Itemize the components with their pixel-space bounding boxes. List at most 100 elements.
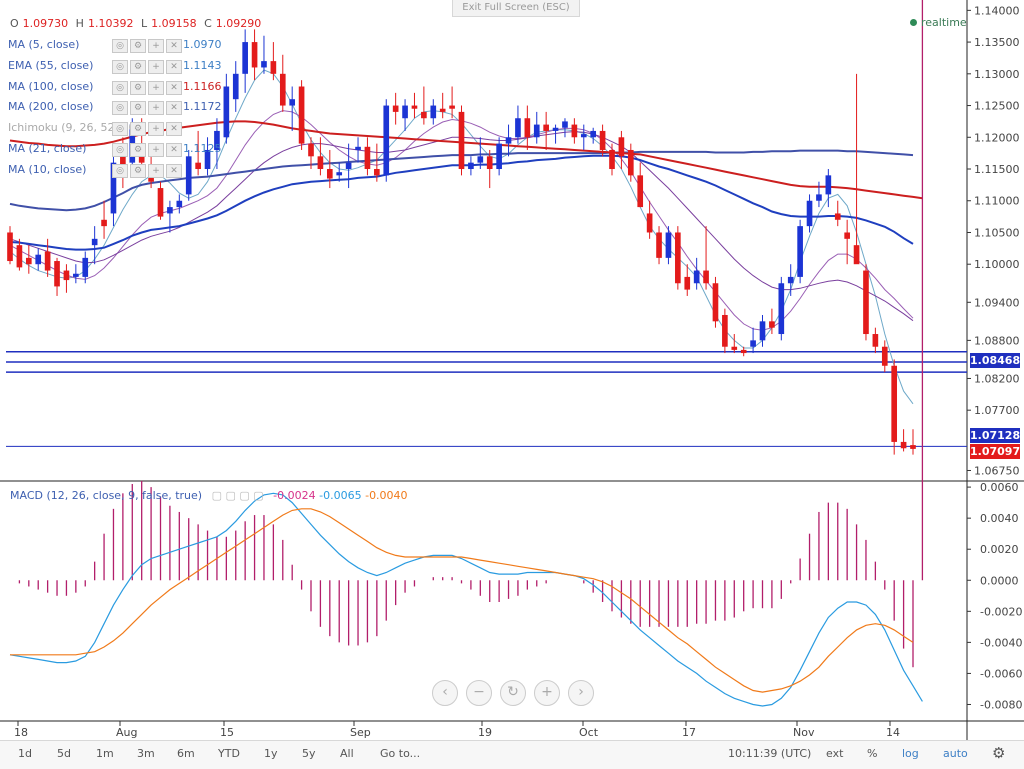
indicator-control-icon[interactable]: ✕ xyxy=(166,39,182,53)
log-toggle[interactable]: log xyxy=(902,747,919,760)
indicator-control-icon[interactable]: ◎ xyxy=(112,163,128,178)
percent-toggle[interactable]: % xyxy=(867,747,878,760)
indicator-control-icon[interactable]: + xyxy=(148,59,164,74)
indicator-control-icon[interactable]: ⚙ xyxy=(130,59,146,74)
candle-body xyxy=(421,111,427,119)
indicator-control-icon[interactable]: ⚙ xyxy=(130,163,146,178)
candle-body xyxy=(298,86,305,144)
candle-body xyxy=(82,257,89,277)
range-button-6m[interactable]: 6m xyxy=(177,747,195,760)
indicator-control-icon[interactable]: ⚙ xyxy=(130,80,146,95)
indicator-control-icon[interactable]: + xyxy=(148,122,164,137)
price-tick-label: 1.08800 xyxy=(974,334,1020,347)
candle-body xyxy=(759,321,766,341)
indicator-control-icon[interactable]: + xyxy=(148,39,164,53)
indicator-name: MA (100, close) xyxy=(8,79,94,93)
indicator-control-icon[interactable]: ✕ xyxy=(166,80,182,95)
indicator-row[interactable]: Ichimoku (9, 26, 52, 26) ◎ ⚙ + ✕ xyxy=(8,120,182,137)
candle-body xyxy=(289,99,296,106)
range-button-all[interactable]: All xyxy=(340,747,354,760)
zoom-in-icon[interactable]: + xyxy=(534,680,560,706)
range-button-5y[interactable]: 5y xyxy=(302,747,316,760)
indicator-controls[interactable]: ◎ ⚙ + ✕ xyxy=(112,39,182,53)
settings-gear-icon[interactable]: ⚙ xyxy=(992,744,1006,762)
indicator-control-icon[interactable]: ◎ xyxy=(112,59,128,74)
range-button-5d[interactable]: 5d xyxy=(57,747,71,760)
candle-body xyxy=(449,105,455,109)
candle-body xyxy=(580,134,587,138)
indicator-control-icon[interactable]: ✕ xyxy=(166,59,182,74)
candle-body xyxy=(458,111,465,170)
exit-fullscreen-button[interactable]: Exit Full Screen (ESC) xyxy=(452,0,580,17)
indicator-controls[interactable]: ◎ ⚙ + ✕ xyxy=(112,143,182,157)
indicator-control-icon[interactable]: ✕ xyxy=(166,143,182,157)
indicator-control-icon[interactable]: + xyxy=(148,143,164,157)
candle-body xyxy=(787,276,794,284)
zoom-out-icon[interactable]: − xyxy=(466,680,492,706)
clock: 10:11:39 (UTC) xyxy=(728,747,812,760)
indicator-controls[interactable]: ◎ ⚙ + ✕ xyxy=(112,122,182,137)
indicator-control-icon[interactable]: ◎ xyxy=(112,39,128,53)
indicator-row[interactable]: MA (200, close) ◎ ⚙ + ✕ 1.1172 xyxy=(8,99,222,116)
candle-body xyxy=(844,232,850,239)
price-tick-label: 1.06750 xyxy=(974,464,1020,477)
range-button-1y[interactable]: 1y xyxy=(264,747,278,760)
ohlc-low-label: L xyxy=(140,17,148,30)
price-tick-label: 1.11500 xyxy=(974,163,1020,176)
candle-body xyxy=(881,346,888,366)
indicator-control-icon[interactable]: ◎ xyxy=(112,101,128,116)
candle-body xyxy=(270,61,277,74)
indicator-control-icon[interactable]: ✕ xyxy=(166,163,182,178)
candle-body xyxy=(120,156,126,170)
indicator-name: MA (10, close) xyxy=(8,162,87,176)
indicator-control-icon[interactable]: ◎ xyxy=(112,122,128,137)
macd-signal-value: -0.0040 xyxy=(365,489,408,502)
candle-body xyxy=(486,156,493,170)
ohlc-open-label: O xyxy=(10,17,19,30)
ext-toggle[interactable]: ext xyxy=(826,747,844,760)
candle-body xyxy=(204,149,211,170)
indicator-controls[interactable]: ◎ ⚙ + ✕ xyxy=(112,80,182,95)
candle-body xyxy=(185,156,192,195)
indicator-control-icon[interactable]: ⚙ xyxy=(130,101,146,116)
macd-tick-label: -0.0040 xyxy=(980,636,1022,649)
indicator-controls[interactable]: ◎ ⚙ + ✕ xyxy=(112,101,182,116)
indicator-row[interactable]: EMA (55, close) ◎ ⚙ + ✕ 1.1143 xyxy=(8,58,222,74)
range-button-1m[interactable]: 1m xyxy=(96,747,114,760)
candle-body xyxy=(176,200,183,208)
indicator-control-icon[interactable]: ◎ xyxy=(112,80,128,95)
indicator-row[interactable]: MA (21, close) ◎ ⚙ + ✕ 1.1125 xyxy=(8,141,222,157)
indicator-control-icon[interactable]: ✕ xyxy=(166,122,182,137)
indicator-row[interactable]: MA (5, close) ◎ ⚙ + ✕ 1.0970 xyxy=(8,37,222,53)
range-button-1d[interactable]: 1d xyxy=(18,747,32,760)
range-button-3m[interactable]: 3m xyxy=(137,747,155,760)
candle-body xyxy=(646,213,653,233)
scroll-right-icon[interactable]: › xyxy=(568,680,594,706)
indicator-row[interactable]: MA (10, close) ◎ ⚙ + ✕ xyxy=(8,162,182,178)
indicator-control-icon[interactable]: + xyxy=(148,101,164,116)
reset-icon[interactable]: ↻ xyxy=(500,680,526,706)
indicator-control-icon[interactable]: + xyxy=(148,163,164,178)
indicator-row[interactable]: MA (100, close) ◎ ⚙ + ✕ 1.1166 xyxy=(8,79,222,95)
indicator-control-icon[interactable]: + xyxy=(148,80,164,95)
indicator-value: 1.1125 xyxy=(183,142,222,155)
auto-toggle[interactable]: auto xyxy=(943,747,968,760)
indicator-control-icon[interactable]: ⚙ xyxy=(130,39,146,53)
ohlc-close: 1.09290 xyxy=(215,17,262,30)
candle-body xyxy=(900,441,907,449)
indicator-control-icon[interactable]: ✕ xyxy=(166,101,182,116)
indicator-control-icon[interactable]: ⚙ xyxy=(130,122,146,137)
candle-body xyxy=(524,118,531,138)
indicator-control-icon[interactable]: ⚙ xyxy=(130,143,146,157)
indicator-control-icon[interactable]: ◎ xyxy=(112,143,128,157)
range-button-ytd[interactable]: YTD xyxy=(218,747,240,760)
indicator-controls[interactable]: ◎ ⚙ + ✕ xyxy=(112,163,182,178)
indicator-value: 1.1143 xyxy=(183,58,222,72)
goto-button[interactable]: Go to... xyxy=(380,747,421,760)
signal-line xyxy=(10,508,914,693)
indicator-controls[interactable]: ◎ ⚙ + ✕ xyxy=(112,59,182,74)
macd-controls[interactable]: ▢ ▢ ▢ ▢ xyxy=(211,489,264,502)
price-tick-label: 1.10000 xyxy=(974,258,1020,271)
scroll-left-icon[interactable]: ‹ xyxy=(432,680,458,706)
